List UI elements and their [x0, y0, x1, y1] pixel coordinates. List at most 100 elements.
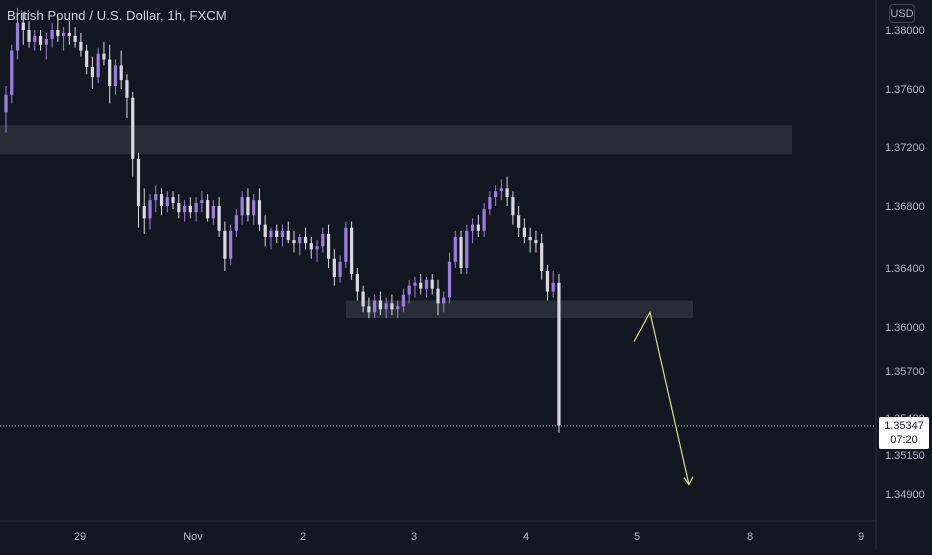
candle[interactable] — [131, 91, 135, 177]
currency-button[interactable]: USD — [889, 4, 915, 23]
candle[interactable] — [269, 227, 273, 250]
candle[interactable] — [79, 32, 83, 57]
candle[interactable] — [10, 44, 14, 104]
candle[interactable] — [252, 194, 256, 225]
candle[interactable] — [38, 30, 43, 51]
candle[interactable] — [373, 294, 377, 319]
candle[interactable] — [315, 240, 319, 262]
candle[interactable] — [459, 230, 463, 274]
candle[interactable] — [499, 179, 503, 201]
candle[interactable] — [378, 291, 382, 316]
candle[interactable] — [350, 221, 354, 280]
candle[interactable] — [396, 300, 400, 319]
candle[interactable] — [206, 194, 210, 222]
candle[interactable] — [50, 22, 54, 48]
candle[interactable] — [298, 233, 302, 256]
candle[interactable] — [44, 32, 48, 60]
candle[interactable] — [182, 200, 187, 222]
candle[interactable] — [217, 197, 221, 237]
candle[interactable] — [453, 230, 457, 268]
candle[interactable] — [528, 227, 532, 253]
candle[interactable] — [15, 7, 20, 60]
candle[interactable] — [21, 12, 25, 45]
candle[interactable] — [390, 294, 394, 316]
candle[interactable] — [332, 249, 336, 286]
candle[interactable] — [148, 194, 152, 230]
candle[interactable] — [229, 224, 233, 265]
candle[interactable] — [257, 188, 262, 231]
candle[interactable] — [551, 270, 555, 298]
candle[interactable] — [470, 218, 475, 244]
candle[interactable] — [517, 206, 521, 237]
candle[interactable] — [280, 224, 285, 247]
candle[interactable] — [234, 209, 238, 237]
candle[interactable] — [367, 297, 371, 319]
candle[interactable] — [62, 27, 66, 51]
candle[interactable] — [67, 21, 71, 45]
candle[interactable] — [240, 191, 244, 225]
candle[interactable] — [165, 191, 169, 213]
price-axis[interactable]: 1.38000 1.37600 1.37200 1.36800 1.36400 1.360… — [885, 25, 925, 501]
candle[interactable] — [125, 74, 129, 118]
candle[interactable] — [275, 224, 279, 244]
candle[interactable] — [326, 224, 331, 268]
candle[interactable] — [413, 276, 417, 298]
candle[interactable] — [303, 227, 308, 250]
candle[interactable] — [154, 185, 158, 213]
candle[interactable] — [545, 264, 550, 301]
candle[interactable] — [200, 191, 204, 213]
candle[interactable] — [136, 152, 141, 228]
candle[interactable] — [56, 15, 60, 42]
candle[interactable] — [263, 215, 267, 247]
candle[interactable] — [511, 191, 515, 225]
candle[interactable] — [407, 279, 411, 304]
candle[interactable] — [292, 230, 296, 253]
candle[interactable] — [540, 233, 544, 280]
candle[interactable] — [211, 200, 215, 225]
candle[interactable] — [447, 252, 452, 304]
supply-demand-zone[interactable] — [346, 300, 693, 319]
candle[interactable] — [96, 47, 100, 84]
candle[interactable] — [171, 191, 175, 210]
candle[interactable] — [482, 203, 486, 237]
candle[interactable] — [73, 27, 77, 48]
candle[interactable] — [85, 44, 89, 75]
candle[interactable] — [465, 224, 469, 274]
candle[interactable] — [188, 197, 192, 219]
candle[interactable] — [286, 221, 290, 244]
candle[interactable] — [436, 279, 440, 316]
candle[interactable] — [321, 227, 325, 253]
candle[interactable] — [102, 41, 106, 66]
candle[interactable] — [142, 188, 146, 234]
candle[interactable] — [419, 273, 423, 295]
candle[interactable] — [424, 276, 429, 298]
candle[interactable] — [108, 44, 112, 104]
candles-layer[interactable] — [4, 7, 561, 433]
candle[interactable] — [384, 297, 388, 319]
candle[interactable] — [113, 59, 118, 95]
supply-demand-zone[interactable] — [0, 125, 792, 155]
candle[interactable] — [309, 237, 313, 259]
candle[interactable] — [223, 221, 227, 271]
candle[interactable] — [488, 191, 492, 216]
candle[interactable] — [27, 21, 31, 48]
projection-arrow[interactable] — [633, 310, 690, 485]
candle[interactable] — [430, 273, 434, 295]
candle[interactable] — [338, 255, 342, 283]
time-axis[interactable]: 29 Nov 2 3 4 5 8 9 — [74, 531, 864, 543]
candle[interactable] — [494, 185, 498, 206]
candle[interactable] — [476, 215, 480, 237]
candle[interactable] — [522, 218, 526, 244]
candle[interactable] — [159, 188, 164, 216]
candle[interactable] — [4, 86, 8, 133]
candle[interactable] — [344, 221, 348, 269]
candle[interactable] — [401, 288, 406, 313]
candle[interactable] — [557, 273, 561, 433]
candle[interactable] — [177, 194, 181, 219]
candle[interactable] — [194, 197, 198, 222]
candle[interactable] — [119, 50, 123, 89]
candle[interactable] — [505, 176, 509, 207]
candle[interactable] — [442, 291, 446, 313]
